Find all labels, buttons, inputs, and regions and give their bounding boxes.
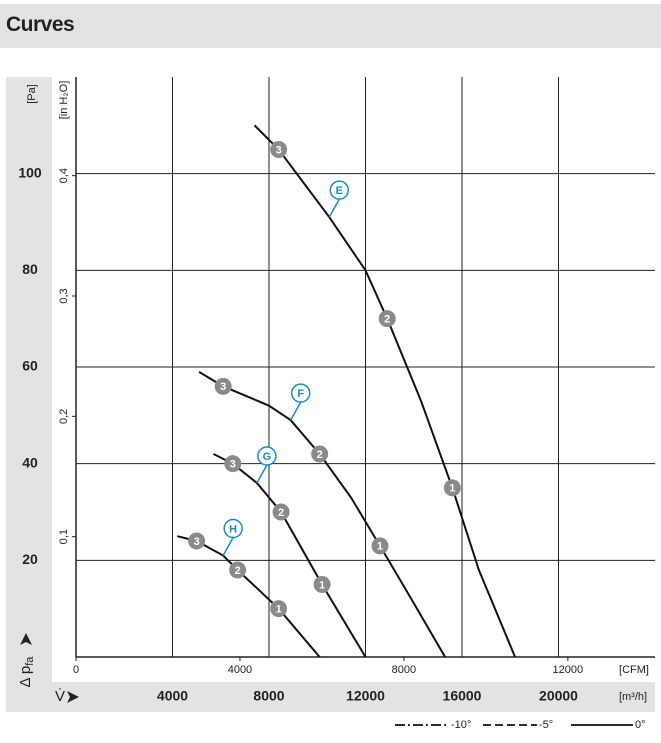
x-tick-label: 16000 [443, 688, 482, 704]
curve [198, 370, 446, 658]
curve-marker [272, 503, 290, 521]
legend-label: -5° [539, 719, 553, 731]
curve-marker [270, 600, 288, 618]
y-arrow [20, 633, 32, 645]
curve-marker [229, 561, 247, 579]
y-tick-label: 40 [22, 454, 38, 470]
marker-label: 3 [276, 144, 282, 156]
y2-tick-label: 0,4 [58, 168, 70, 183]
y-symbol-main: Δ p [17, 666, 34, 688]
series-badge [223, 518, 243, 539]
y2-tick-label: 0,1 [58, 529, 70, 544]
series-name: E [336, 185, 343, 197]
page-title: Curves [6, 13, 75, 36]
y-axis-band [6, 77, 52, 682]
curve-marker [270, 141, 288, 158]
y-label: [Pa] [26, 84, 38, 104]
curve-marker [224, 455, 242, 473]
marker-label: 1 [276, 604, 282, 616]
marker-label: 2 [235, 565, 241, 577]
marker-label: 2 [317, 449, 323, 461]
x-axis-band [6, 682, 655, 712]
marker-label: 3 [220, 381, 226, 393]
y-tick-label: 80 [22, 261, 38, 277]
x2-tick-label: 12000 [553, 664, 584, 676]
curve-marker [188, 532, 206, 550]
marker-label: 2 [278, 507, 284, 519]
leader-line [256, 464, 268, 484]
y-symbol-sub: fa [24, 656, 36, 666]
marker-label: 2 [384, 314, 390, 326]
marker-label: 1 [319, 579, 325, 591]
x-symbol: V̇ [55, 688, 65, 705]
marker-label: 3 [230, 459, 236, 471]
x2-tick-label: 0 [73, 664, 79, 676]
legend-label: -10° [451, 719, 471, 731]
y-tick-label: 20 [22, 551, 38, 567]
x-tick-label: 4000 [157, 688, 188, 704]
curve-marker [313, 576, 331, 593]
x2-label: [CFM] [619, 664, 649, 676]
x-tick-label: 12000 [346, 688, 385, 704]
x2-tick-label: 8000 [392, 664, 416, 676]
series-badge [257, 446, 277, 466]
curve-marker [378, 310, 396, 328]
curve-marker [371, 537, 389, 555]
x-tick-label: 20000 [539, 688, 578, 704]
series-badge [290, 383, 311, 403]
curve-marker [311, 445, 329, 463]
legend-label: 0° [635, 719, 646, 731]
marker-label: 1 [377, 541, 383, 553]
y2-tick-label: 0,3 [58, 288, 70, 303]
x-arrow [67, 691, 79, 703]
series-badge [329, 180, 350, 200]
y2-label: [in H₂O] [58, 81, 70, 120]
header: Curves [0, 4, 661, 48]
y-tick-label: 100 [18, 164, 42, 180]
leader-line [290, 401, 302, 421]
y-tick-label: 60 [22, 358, 38, 374]
y-symbol: Δ pfa [17, 656, 36, 688]
curve [177, 535, 321, 658]
leader-line [222, 537, 234, 556]
curve-marker [443, 479, 461, 497]
x2-tick-label: 4000 [228, 664, 252, 676]
x-tick-label: 8000 [253, 688, 284, 704]
marker-label: 3 [194, 536, 200, 548]
curve-marker [214, 377, 232, 395]
series-name: H [229, 523, 237, 535]
x-label: [m³/h] [619, 691, 647, 703]
leader-line [328, 198, 340, 218]
series-name: G [263, 451, 272, 463]
series-name: F [297, 388, 304, 400]
marker-label: 1 [449, 483, 455, 495]
y2-tick-label: 0,2 [58, 409, 70, 424]
